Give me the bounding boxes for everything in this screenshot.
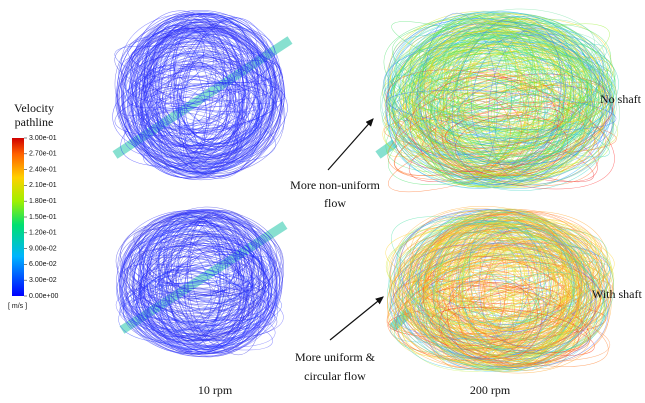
pathline-renders [99,0,639,397]
tick-label: 3.00e-02 [29,277,57,284]
row-label: With shaft [592,287,643,301]
annotation: More non-uniform [290,178,380,192]
tick-label: 2.10e-01 [29,182,57,189]
tick-label: 3.00e-01 [29,135,57,142]
arrow [328,119,373,170]
tick-label: 1.50e-01 [29,214,57,221]
tick-label: 1.80e-01 [29,198,57,205]
tick-label: 2.70e-01 [29,151,57,158]
column-label: 10 rpm [198,383,233,397]
colorbar-ticks: 3.00e-01 2.70e-01 2.40e-01 2.10e-01 1.80e-01… [24,135,58,300]
row-label: No shaft [600,92,642,106]
tick-label: 1.20e-01 [29,230,57,237]
colorbar [12,138,24,296]
tick-label: 0.00e+00 [29,293,58,300]
column-label: 200 rpm [470,383,511,397]
legend-title: Velocity [14,101,54,115]
tick-label: 9.00e-02 [29,245,57,252]
figure: Velocity pathline 3.00e-01 2.70e-01 2.40e-… [0,0,645,403]
shaft [378,143,395,155]
legend-unit: [ m/s ] [8,303,27,310]
annotation: circular flow [304,369,366,383]
tick-label: 6.00e-02 [29,261,57,268]
tick-label: 2.40e-01 [29,166,57,173]
arrow [330,297,383,340]
legend-title: pathline [15,115,54,129]
annotation: flow [324,196,346,210]
annotation: More uniform & [295,350,376,364]
